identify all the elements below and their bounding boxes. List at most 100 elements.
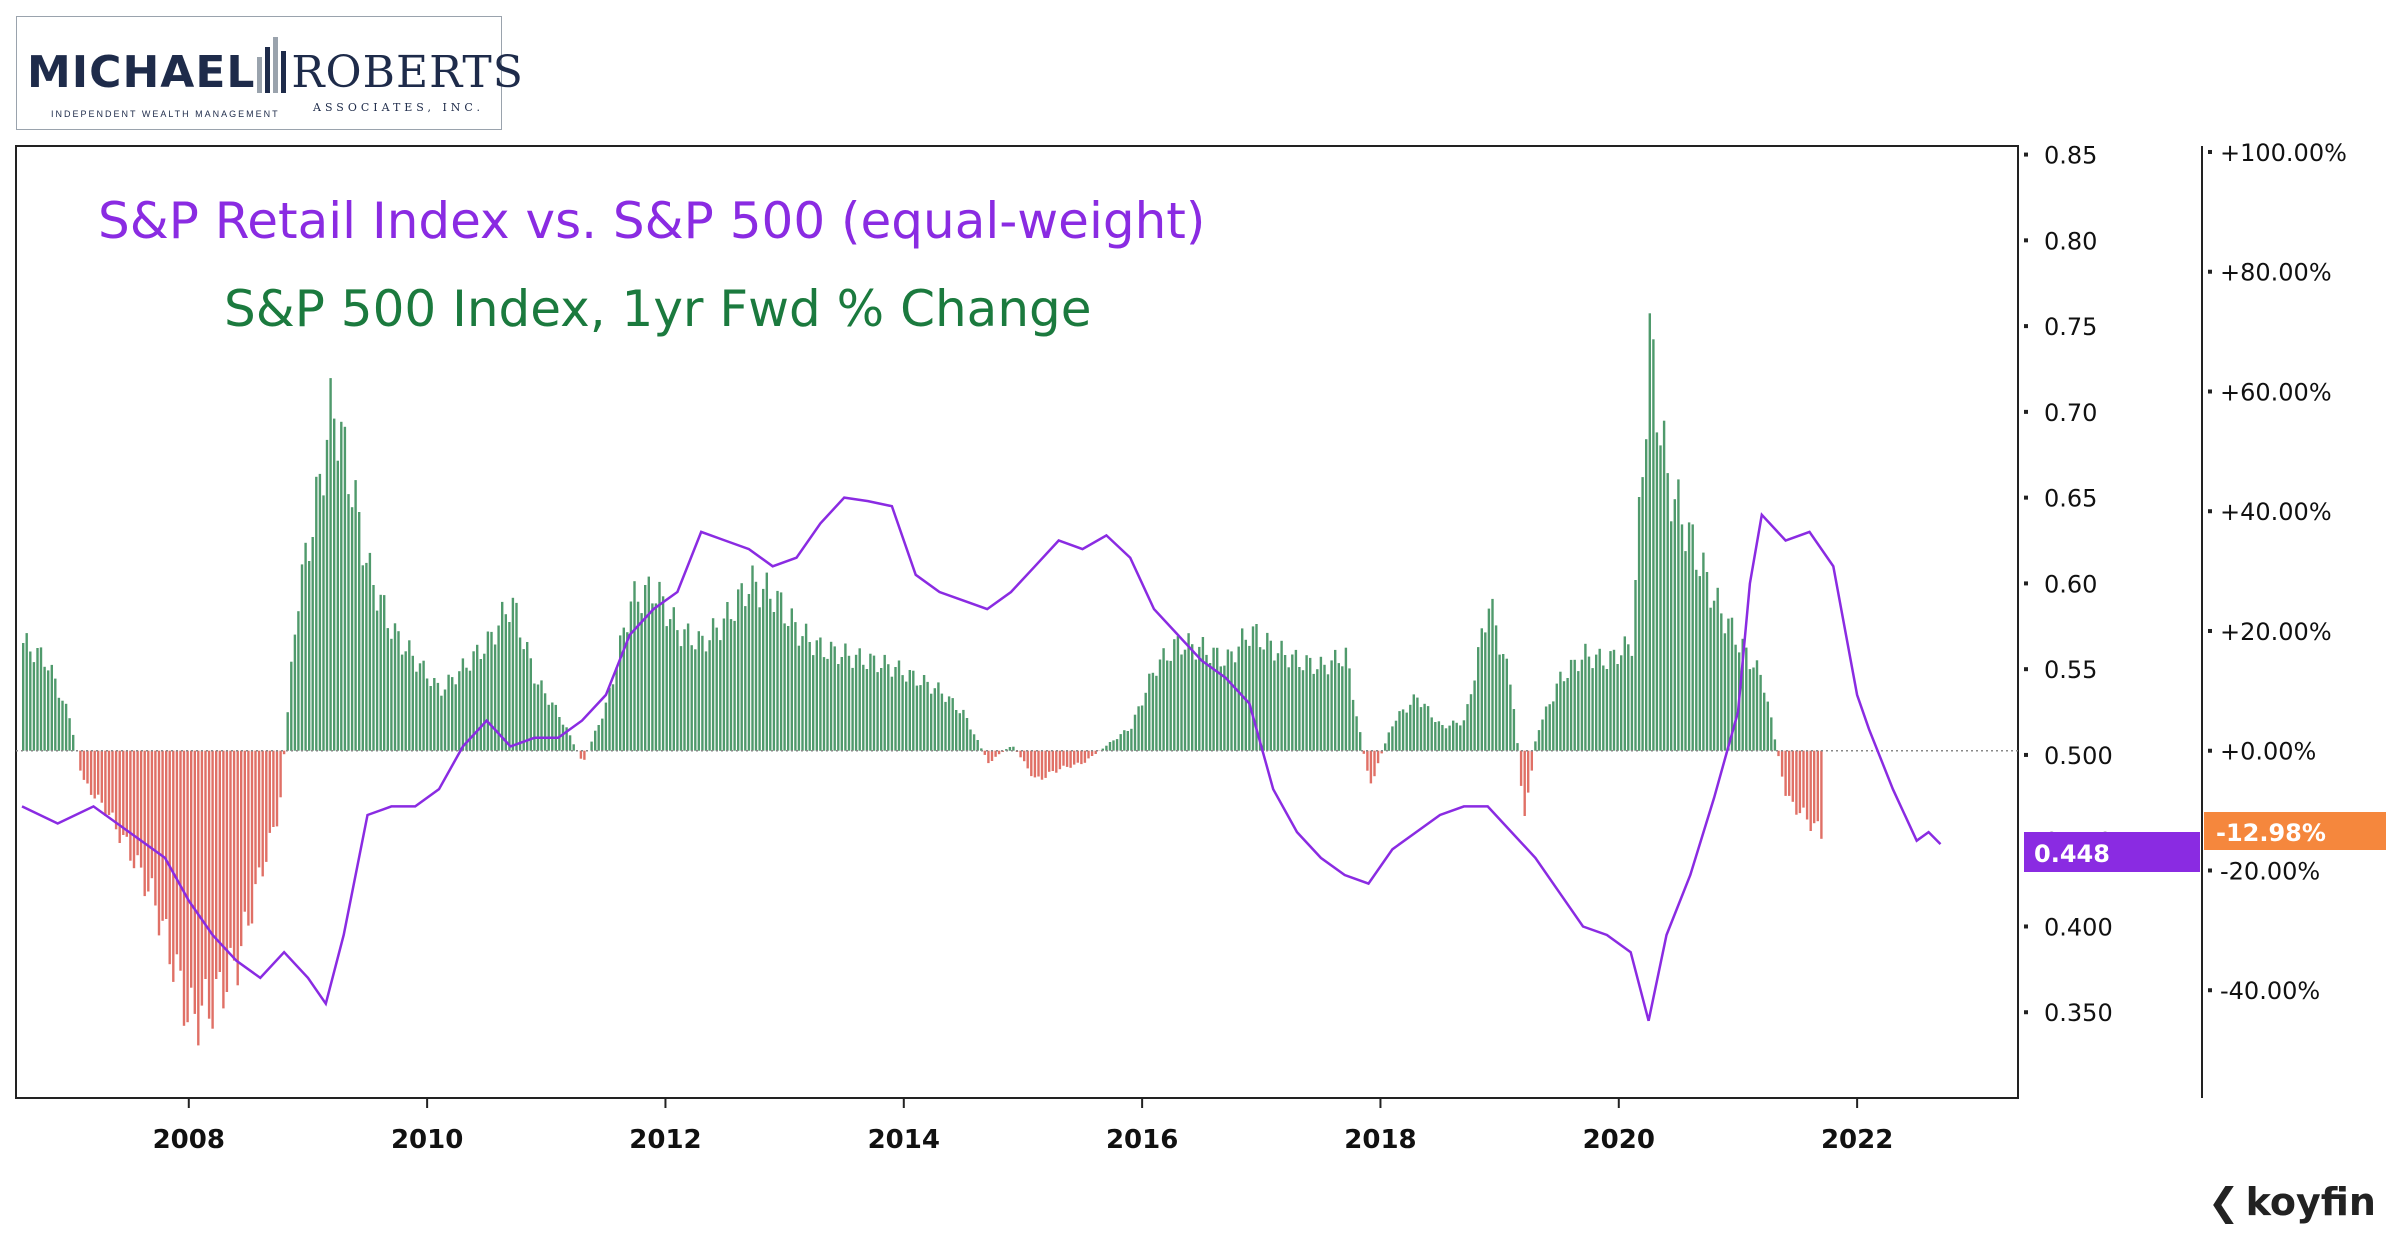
bar (522, 649, 525, 751)
right-tick-label: +0.00% (2220, 738, 2316, 766)
bar (1666, 473, 1669, 751)
bar (154, 750, 157, 906)
bar (243, 750, 246, 912)
bar (1334, 649, 1337, 751)
right-tick-mark (2208, 149, 2212, 154)
bar (883, 654, 886, 751)
bar (1684, 551, 1687, 751)
bar (1702, 552, 1705, 751)
bar (1119, 734, 1122, 751)
logo-bars-icon (257, 37, 286, 93)
x-tick-label: 2008 (153, 1125, 225, 1155)
bar (254, 750, 257, 885)
bar (1791, 750, 1794, 802)
bar (340, 421, 343, 751)
bar (579, 750, 583, 759)
bar (1705, 572, 1709, 751)
bar (1734, 644, 1737, 751)
bar (1509, 684, 1512, 751)
bar (1662, 420, 1666, 751)
bar (744, 606, 747, 751)
bar (1677, 479, 1680, 751)
bar (61, 700, 64, 751)
bar (443, 689, 447, 751)
bar (1384, 743, 1387, 751)
bar (697, 631, 700, 751)
bar (1194, 659, 1197, 751)
bar (1337, 663, 1340, 751)
bar (1258, 647, 1262, 751)
left-tick-mark (2024, 495, 2028, 500)
bar (1023, 750, 1026, 762)
bar (1148, 673, 1151, 751)
bar (1437, 721, 1441, 751)
bar (1430, 717, 1433, 751)
bar (1351, 699, 1355, 751)
bar (1051, 750, 1054, 771)
bar (372, 585, 375, 751)
bar (1237, 646, 1240, 751)
bar (565, 727, 568, 751)
bar (422, 660, 425, 751)
bar (1158, 659, 1162, 751)
bar (1426, 706, 1430, 751)
bar (118, 750, 121, 843)
bar (654, 603, 658, 751)
bar (711, 618, 715, 751)
x-tick-label: 2012 (629, 1125, 701, 1155)
bar (1055, 750, 1058, 773)
bar (1730, 617, 1734, 751)
last-value-badge-left (2024, 832, 2200, 872)
bar (815, 640, 818, 751)
left-tick-label: 0.70 (2044, 399, 2097, 427)
bar (100, 750, 103, 803)
bar (1366, 750, 1369, 771)
bar (1562, 681, 1566, 751)
bar (1552, 701, 1555, 751)
bar (1330, 660, 1333, 751)
bar (304, 542, 307, 751)
bar (186, 750, 189, 1023)
bar (604, 702, 608, 751)
bar (236, 750, 239, 986)
bar (1773, 739, 1777, 751)
bar (68, 718, 71, 751)
left-tick-mark (2024, 581, 2028, 586)
bar (808, 642, 811, 751)
bar (722, 618, 726, 751)
koyfin-brand: ❮ koyfin (2207, 1180, 2376, 1224)
bar (1716, 587, 1719, 751)
bar (1012, 746, 1015, 751)
bar (343, 426, 347, 751)
bar (1391, 726, 1394, 751)
x-tick-label: 2014 (868, 1125, 940, 1155)
bar (880, 668, 883, 751)
bar (597, 725, 600, 751)
bar (1455, 722, 1458, 751)
bar (1444, 728, 1448, 751)
bar (1115, 739, 1119, 751)
bar (1198, 646, 1201, 751)
bar (1462, 720, 1466, 751)
bar (354, 480, 357, 751)
bar (526, 642, 529, 751)
bar (390, 638, 393, 751)
bar (669, 619, 672, 751)
right-axis-ticks: +100.00% +80.00% +60.00% +40.00% +20.00% +0.0… (2208, 139, 2347, 1005)
bar (1223, 665, 1226, 751)
left-tick-label: 0.55 (2044, 656, 2097, 684)
bar (1005, 749, 1008, 751)
bar (325, 439, 329, 751)
x-axis-ticks: 2008 2010 2012 2014 2016 2018 2020 2022 (153, 1098, 1893, 1155)
bar (751, 565, 754, 751)
bar (887, 664, 890, 751)
bar (1276, 653, 1280, 751)
bar (336, 460, 339, 751)
bar (747, 594, 751, 751)
bar (39, 647, 43, 751)
bar (1108, 742, 1112, 751)
bar (561, 724, 565, 751)
bar (1230, 651, 1233, 751)
bar (168, 750, 171, 965)
